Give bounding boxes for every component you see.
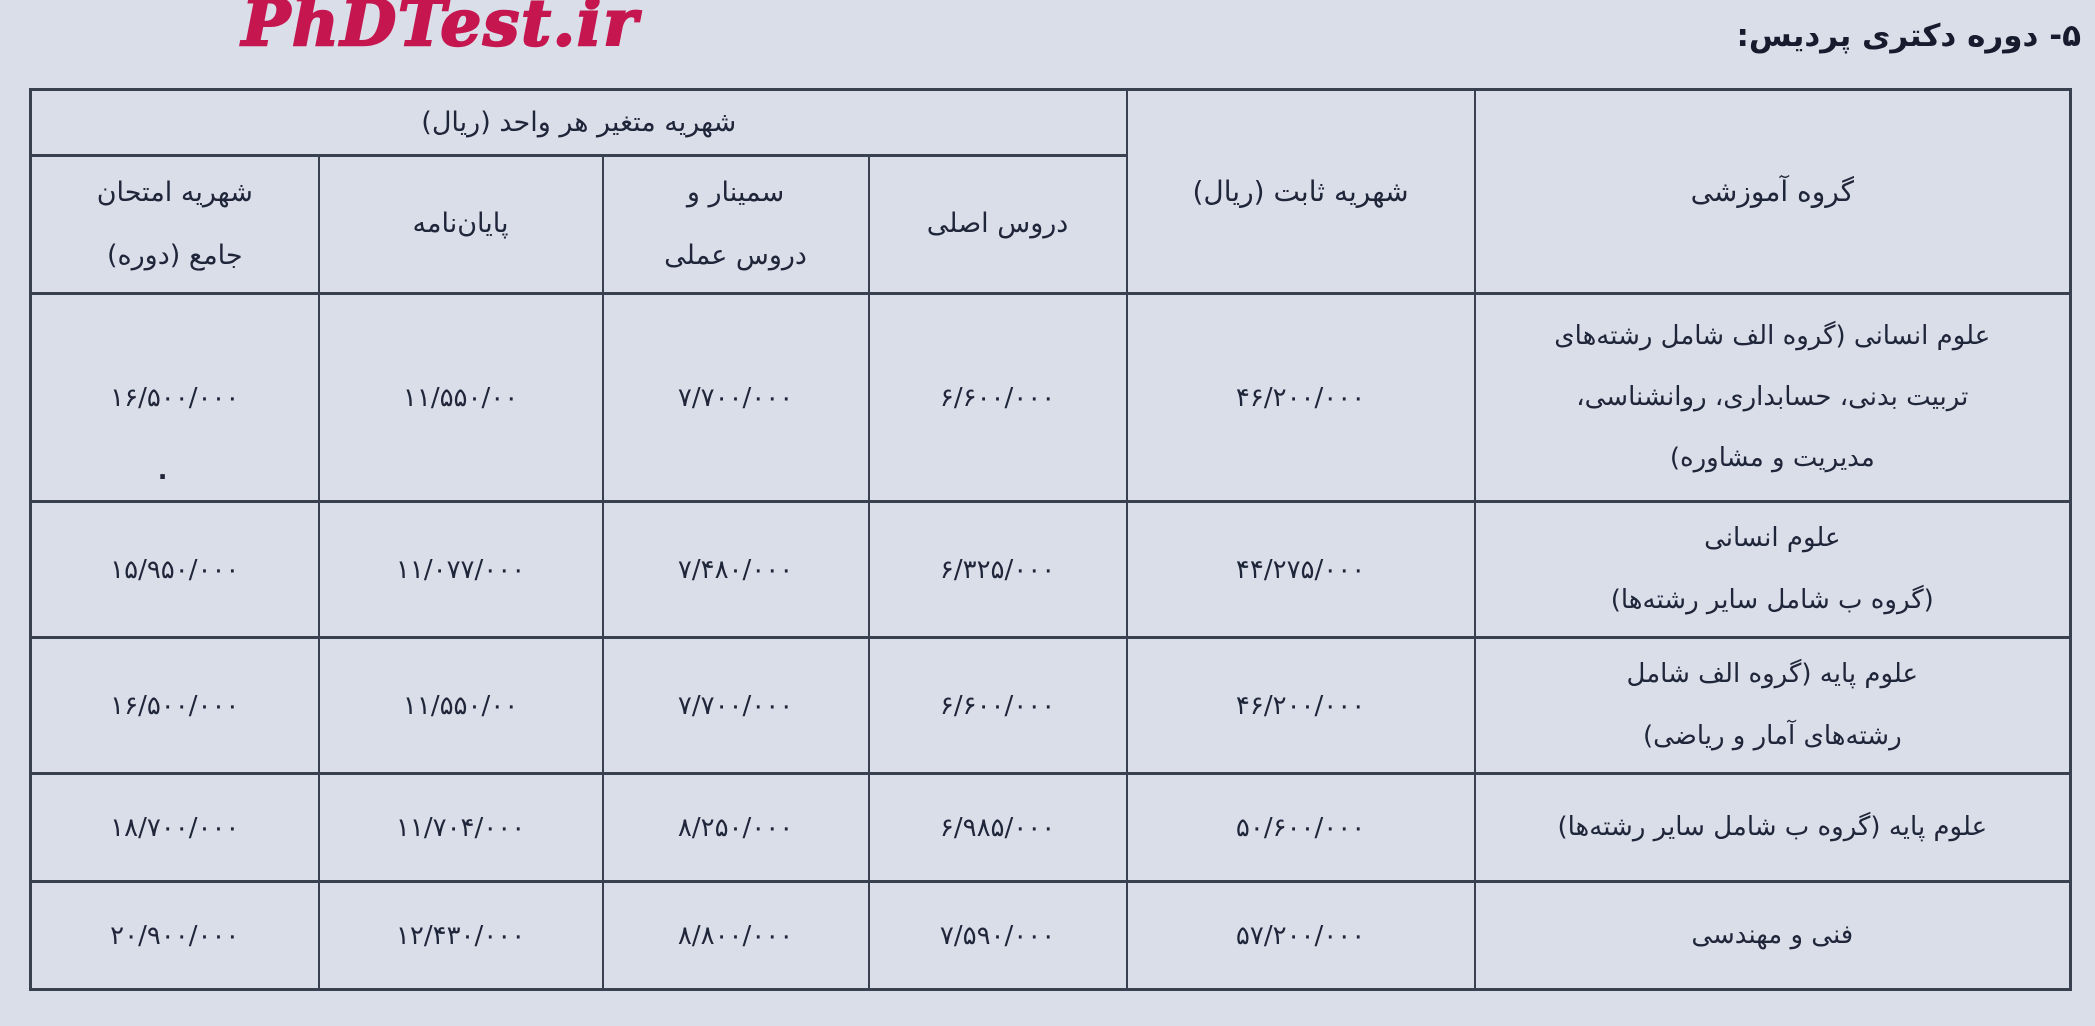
cell-exam-fee: ۱۶/۵۰۰/۰۰۰. — [29, 292, 320, 503]
cell-thesis-fee: ۱۲/۴۳۰/۰۰۰ — [317, 880, 604, 991]
phdtest-logo: PhDTest.ir — [241, 0, 640, 62]
table-row: فنی و مهندسی ۵۷/۲۰۰/۰۰۰ ۷/۵۹۰/۰۰۰ ۸/۸۰۰/… — [29, 880, 2072, 991]
cell-exam-fee: ۱۸/۷۰۰/۰۰۰ — [29, 772, 320, 883]
cell-thesis-fee: ۱۱/۰۷۷/۰۰۰ — [317, 500, 604, 639]
cell-group: علوم انسانی (گروه الف شامل رشته‌های تربی… — [1473, 292, 2072, 503]
cell-thesis-fee: ۱۱/۵۵۰/۰۰ — [317, 636, 604, 775]
cell-seminar-fee: ۷/۷۰۰/۰۰۰ — [601, 636, 870, 775]
scan-artifact-dot: . — [157, 456, 169, 486]
cell-fixed-fee: ۴۴/۲۷۵/۰۰۰ — [1125, 500, 1476, 639]
cell-group: علوم پایه (گروه ب شامل سایر رشته‌ها) — [1473, 772, 2072, 883]
cell-main-fee: ۶/۶۰۰/۰۰۰ — [867, 636, 1128, 775]
section-heading: ۵- دوره دکتری پردیس: — [1736, 18, 2081, 54]
cell-main-fee: ۶/۳۲۵/۰۰۰ — [867, 500, 1128, 639]
cell-fixed-fee: ۴۶/۲۰۰/۰۰۰ — [1125, 292, 1476, 503]
header-cell-exam: شهریه امتحان جامع (دوره) — [29, 154, 320, 295]
table-row: علوم پایه (گروه الف شامل رشته‌های آمار و… — [29, 636, 2072, 775]
cell-seminar-fee: ۷/۷۰۰/۰۰۰ — [601, 292, 870, 503]
cell-group: علوم انسانی (گروه ب شامل سایر رشته‌ها) — [1473, 500, 2072, 639]
page-header: PhDTest.ir ۵- دوره دکتری پردیس: — [0, 0, 2095, 88]
cell-seminar-fee: ۷/۴۸۰/۰۰۰ — [601, 500, 870, 639]
table-row: علوم پایه (گروه ب شامل سایر رشته‌ها) ۵۰/… — [29, 772, 2072, 883]
header-cell-main-courses: دروس اصلی — [867, 154, 1128, 295]
header-cell-seminar: سمینار و دروس عملی — [601, 154, 870, 295]
cell-exam-fee: ۱۶/۵۰۰/۰۰۰ — [29, 636, 320, 775]
table-header-row-top: گروه آموزشی شهریه ثابت (ریال) شهریه متغی… — [29, 88, 2072, 295]
header-cell-group: گروه آموزشی — [1473, 88, 2072, 295]
header-cell-fixed-fee: شهریه ثابت (ریال) — [1125, 88, 1476, 295]
cell-seminar-fee: ۸/۸۰۰/۰۰۰ — [601, 880, 870, 991]
cell-seminar-fee: ۸/۲۵۰/۰۰۰ — [601, 772, 870, 883]
cell-fixed-fee: ۵۰/۶۰۰/۰۰۰ — [1125, 772, 1476, 883]
cell-thesis-fee: ۱۱/۷۰۴/۰۰۰ — [317, 772, 604, 883]
header-cell-thesis: پایان‌نامه — [317, 154, 604, 295]
cell-fixed-fee: ۴۶/۲۰۰/۰۰۰ — [1125, 636, 1476, 775]
table-header-row-sub: دروس اصلی سمینار و دروس عملی پایان‌نامه … — [29, 154, 2071, 295]
header-cell-variable-fee-merged: شهریه متغیر هر واحد (ریال) — [29, 88, 1128, 157]
cell-main-fee: ۶/۹۸۵/۰۰۰ — [867, 772, 1128, 883]
tuition-table: گروه آموزشی شهریه ثابت (ریال) شهریه متغی… — [29, 88, 2073, 991]
cell-group: فنی و مهندسی — [1473, 880, 2072, 991]
cell-fixed-fee: ۵۷/۲۰۰/۰۰۰ — [1125, 880, 1476, 991]
exam-fee-value: ۱۶/۵۰۰/۰۰۰ — [110, 382, 240, 413]
table-row: علوم انسانی (گروه الف شامل رشته‌های تربی… — [29, 292, 2072, 503]
cell-thesis-fee: ۱۱/۵۵۰/۰۰ — [317, 292, 604, 503]
cell-exam-fee: ۲۰/۹۰۰/۰۰۰ — [29, 880, 320, 991]
cell-exam-fee: ۱۵/۹۵۰/۰۰۰ — [29, 500, 320, 639]
cell-main-fee: ۷/۵۹۰/۰۰۰ — [867, 880, 1128, 991]
table-row: علوم انسانی (گروه ب شامل سایر رشته‌ها) ۴… — [29, 500, 2072, 639]
cell-main-fee: ۶/۶۰۰/۰۰۰ — [867, 292, 1128, 503]
cell-group: علوم پایه (گروه الف شامل رشته‌های آمار و… — [1473, 636, 2072, 775]
